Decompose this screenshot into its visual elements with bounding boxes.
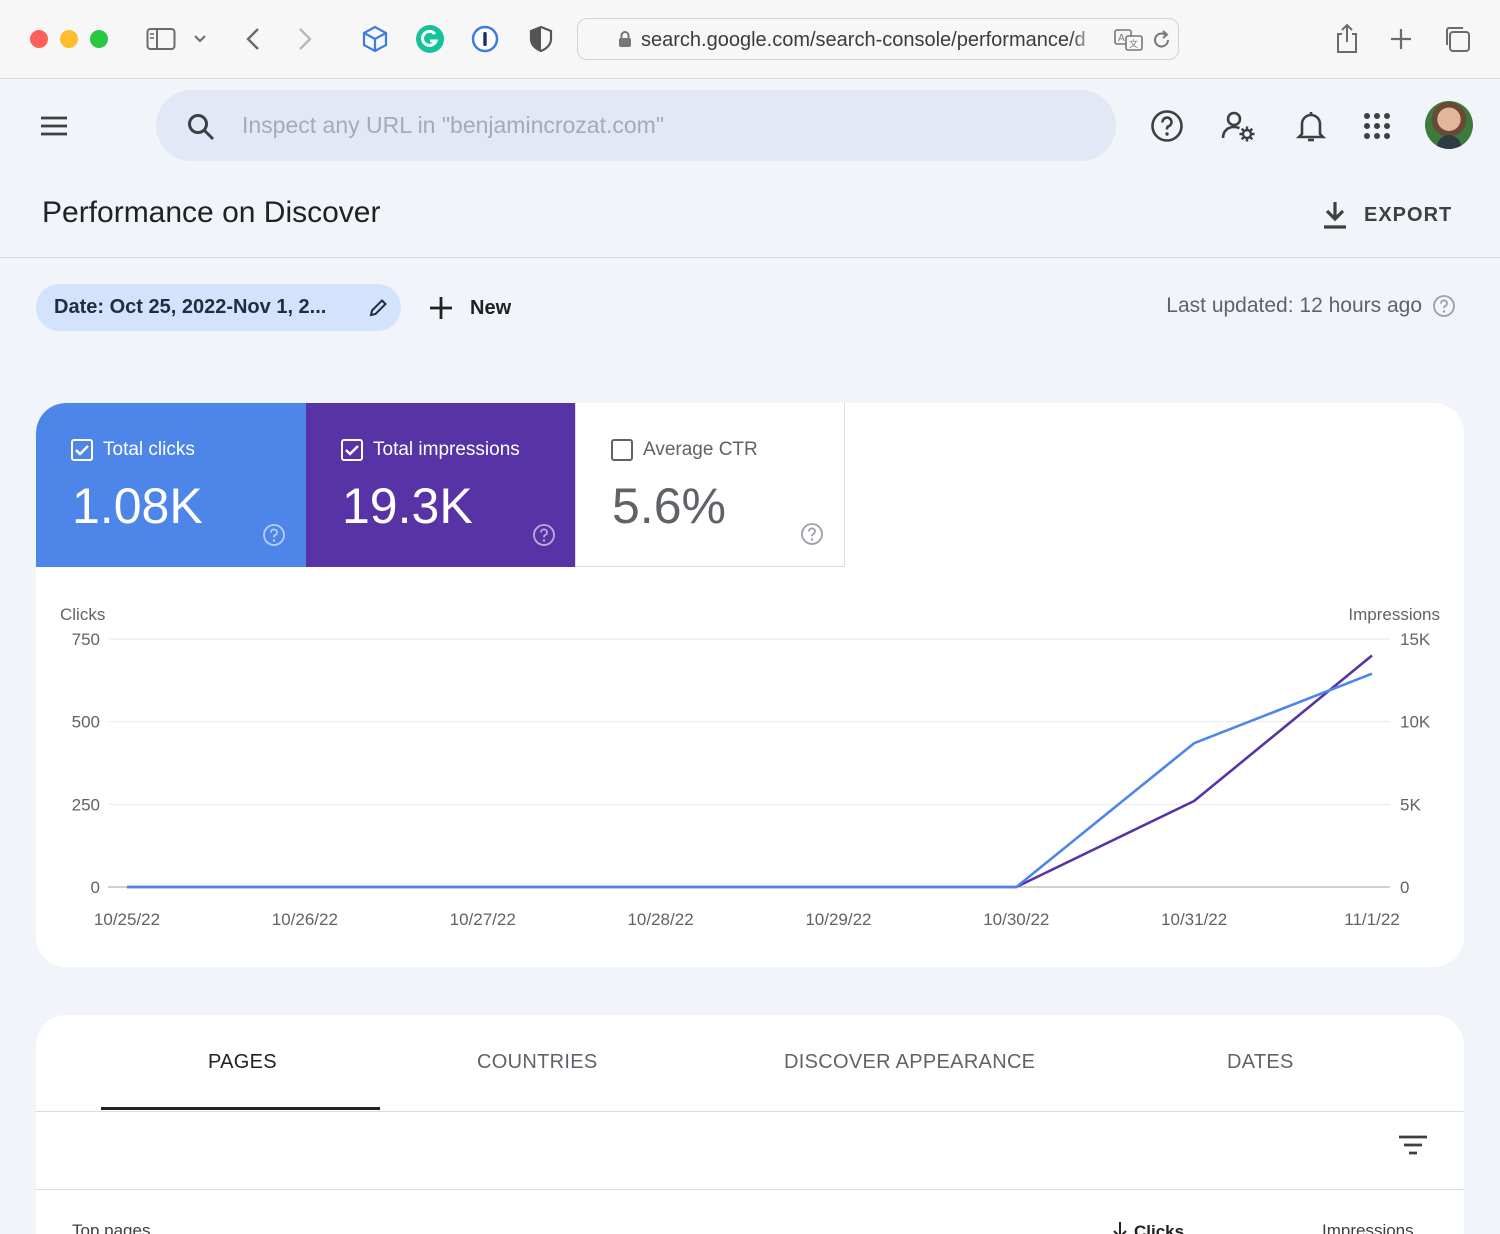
column-header-top-pages: Top pages <box>72 1221 151 1234</box>
apps-grid-icon[interactable] <box>1357 106 1397 146</box>
date-filter-chip[interactable]: Date: Oct 25, 2022-Nov 1, 2... <box>36 284 401 331</box>
checkbox-checked-icon[interactable] <box>71 439 93 461</box>
metric-label: Total impressions <box>373 439 520 460</box>
tabs-divider <box>36 1111 1464 1112</box>
x-tick-label: 10/27/22 <box>450 910 516 929</box>
tab-overview-icon[interactable] <box>1440 22 1474 56</box>
search-icon <box>188 114 215 141</box>
url-text: search.google.com/search-console/perform… <box>641 29 1101 52</box>
hamburger-menu-icon <box>41 116 67 136</box>
y-right-tick-label: 5K <box>1400 795 1421 814</box>
x-tick-label: 11/1/22 <box>1344 910 1399 929</box>
search-input[interactable] <box>242 105 1062 145</box>
help-circle-icon[interactable] <box>532 523 556 547</box>
y-left-tick-label: 0 <box>91 878 100 897</box>
share-icon[interactable] <box>1330 22 1364 56</box>
sidebar-toggle-icon[interactable] <box>144 22 178 56</box>
y-left-tick-label: 500 <box>72 713 100 732</box>
export-label: EXPORT <box>1364 203 1453 226</box>
y-left-axis-label: Clicks <box>60 605 105 624</box>
performance-line-chart: Clicks Impressions 750 15K 500 10K 250 5K 0 0 10… <box>60 605 1440 929</box>
account-avatar[interactable] <box>1425 101 1473 149</box>
metric-total-impressions[interactable]: Total impressions 19.3K <box>306 403 576 567</box>
translate-icon[interactable]: A文 <box>1114 29 1144 51</box>
new-tab-plus-icon[interactable] <box>1384 22 1418 56</box>
chevron-down-icon[interactable] <box>188 22 212 56</box>
tab-dates[interactable]: DATES <box>1227 1051 1294 1073</box>
checkbox-unchecked-icon[interactable] <box>611 439 633 461</box>
y-left-tick-label: 750 <box>72 630 100 649</box>
main-menu-button[interactable] <box>37 110 71 142</box>
reload-icon[interactable] <box>1152 29 1172 51</box>
y-right-tick-label: 15K <box>1400 630 1431 649</box>
extension-box-icon[interactable] <box>358 22 392 56</box>
x-tick-label: 10/29/22 <box>805 910 871 929</box>
active-tab-indicator <box>101 1107 380 1110</box>
filter-rows-icon[interactable] <box>1398 1133 1428 1157</box>
metric-label: Total clicks <box>103 439 195 460</box>
new-filter-label: New <box>470 296 512 319</box>
edit-pencil-icon[interactable] <box>367 297 389 319</box>
metric-total-clicks[interactable]: Total clicks 1.08K <box>36 403 306 567</box>
back-arrow-icon[interactable] <box>236 22 270 56</box>
y-right-tick-label: 10K <box>1400 713 1431 732</box>
page-title: Performance on Discover <box>42 196 381 229</box>
help-icon[interactable] <box>1147 106 1187 146</box>
y-left-tick-label: 250 <box>72 795 100 814</box>
metric-value: 5.6% <box>612 478 726 534</box>
metric-value: 1.08K <box>72 478 203 534</box>
password-manager-icon[interactable] <box>468 22 502 56</box>
tab-countries[interactable]: COUNTRIES <box>477 1051 598 1073</box>
series-line-clicks[interactable] <box>127 672 1373 889</box>
tab-discover-appearance[interactable]: DISCOVER APPEARANCE <box>784 1051 1036 1073</box>
url-inspection-search[interactable] <box>156 90 1116 161</box>
date-filter-label: Date: Oct 25, 2022-Nov 1, 2... <box>54 296 327 318</box>
last-updated-status: Last updated: 12 hours ago <box>1166 294 1456 318</box>
metric-value: 19.3K <box>342 478 473 534</box>
series-line-impressions[interactable] <box>127 654 1373 889</box>
svg-text:文: 文 <box>1129 38 1138 50</box>
grammarly-icon[interactable] <box>413 22 447 56</box>
shield-icon[interactable] <box>524 22 558 56</box>
performance-chart-card: Total clicks 1.08K Total impressions 19.… <box>36 403 1464 967</box>
x-tick-label: 10/30/22 <box>983 910 1049 929</box>
x-tick-label: 10/31/22 <box>1161 910 1227 929</box>
svg-text:A: A <box>1118 33 1125 44</box>
y-right-tick-label: 0 <box>1400 878 1409 897</box>
tab-pages[interactable]: PAGES <box>208 1051 277 1073</box>
sort-down-arrow-icon <box>1113 1222 1127 1234</box>
help-circle-icon[interactable] <box>262 523 286 547</box>
new-filter-button[interactable]: New <box>428 288 511 328</box>
manage-users-icon[interactable] <box>1219 106 1259 146</box>
filter-divider <box>36 1189 1464 1190</box>
checkbox-checked-icon[interactable] <box>341 439 363 461</box>
column-header-clicks[interactable]: Clicks <box>1112 1221 1184 1234</box>
header-divider <box>0 257 1500 258</box>
x-tick-label: 10/26/22 <box>272 910 338 929</box>
export-button[interactable]: EXPORT <box>1322 197 1452 233</box>
column-header-clicks-label: Clicks <box>1134 1222 1185 1234</box>
help-circle-icon[interactable] <box>800 522 824 546</box>
lock-icon <box>619 31 631 47</box>
zoom-window-button[interactable] <box>90 30 108 48</box>
x-tick-label: 10/28/22 <box>627 910 693 929</box>
forward-arrow-icon[interactable] <box>288 22 322 56</box>
download-icon <box>1324 202 1346 229</box>
address-bar[interactable]: search.google.com/search-console/perform… <box>577 18 1179 60</box>
plus-icon <box>430 297 452 319</box>
dimensions-card: PAGES COUNTRIES DISCOVER APPEARANCE DATE… <box>36 1015 1464 1234</box>
y-right-axis-label: Impressions <box>1348 605 1440 624</box>
x-tick-label: 10/25/22 <box>94 910 160 929</box>
close-window-button[interactable] <box>30 30 48 48</box>
column-header-impressions[interactable]: Impressions <box>1322 1221 1414 1234</box>
browser-toolbar: search.google.com/search-console/perform… <box>0 0 1500 79</box>
help-circle-icon[interactable] <box>1432 294 1456 318</box>
notifications-bell-icon[interactable] <box>1291 106 1331 146</box>
metric-average-ctr[interactable]: Average CTR 5.6% <box>575 403 845 567</box>
minimize-window-button[interactable] <box>60 30 78 48</box>
metric-label: Average CTR <box>643 439 758 460</box>
last-updated-text: Last updated: 12 hours ago <box>1166 294 1422 317</box>
